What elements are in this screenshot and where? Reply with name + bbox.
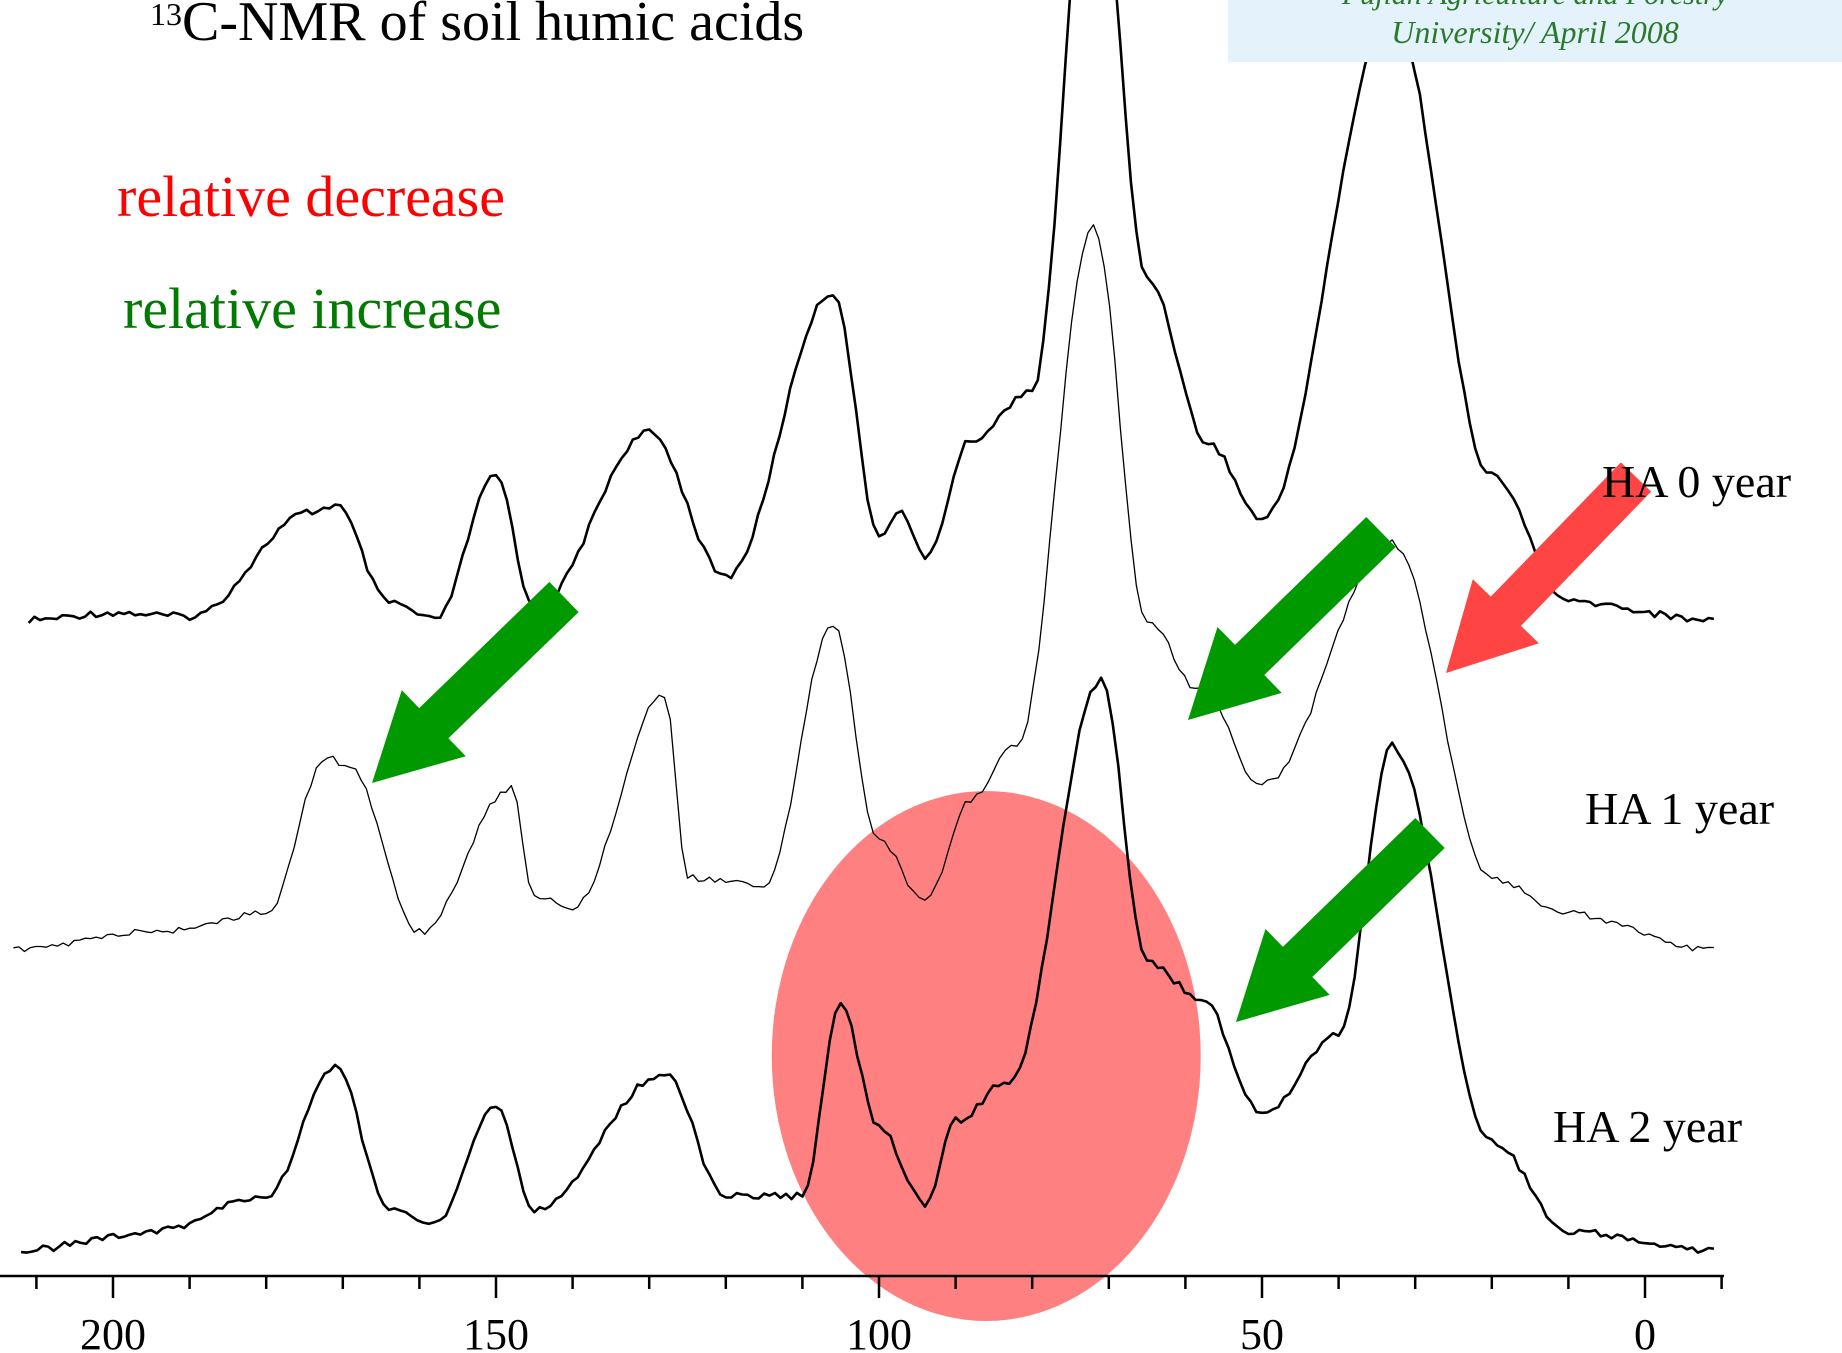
x-tick-label: 200 [80, 1310, 146, 1353]
series-ha-0-year [27, 0, 1715, 624]
series-label-ha-1-year: HA 1 year [1585, 783, 1775, 834]
spectrum-line [13, 224, 1714, 953]
title-text: C-NMR of soil humic acids [182, 0, 805, 53]
series-ha-1-year [13, 224, 1714, 953]
x-tick-label: 100 [846, 1310, 912, 1353]
series-ha-2-year [20, 676, 1715, 1254]
x-tick-label: 0 [1634, 1310, 1656, 1353]
x-tick-label: 150 [463, 1310, 529, 1353]
credit-line-1: Fujian Agriculture and Forestry [1228, 0, 1842, 12]
decrease-arrow [1446, 462, 1652, 673]
spectrum-line [20, 676, 1715, 1254]
spectrum-line [27, 0, 1715, 624]
x-tick-label: 50 [1240, 1310, 1284, 1353]
highlight-ellipse [771, 791, 1201, 1321]
credit-line-2: University/ April 2008 [1391, 14, 1679, 50]
legend-decrease: relative decrease [117, 164, 505, 229]
title-superscript: 13 [150, 0, 182, 32]
page-title: 13C-NMR of soil humic acids [150, 0, 804, 54]
increase-arrow [1188, 517, 1396, 720]
x-axis: 200 150 100 50 0 [0, 1274, 1724, 1353]
series-label-ha-2-year: HA 2 year [1553, 1101, 1743, 1152]
legend-increase: relative increase [123, 276, 502, 341]
series-label-ha-0-year: HA 0 year [1602, 456, 1792, 507]
increase-arrow [1236, 818, 1445, 1022]
increase-arrow [372, 581, 579, 783]
credit-box: Fujian Agriculture and Forestry Universi… [1228, 0, 1842, 62]
